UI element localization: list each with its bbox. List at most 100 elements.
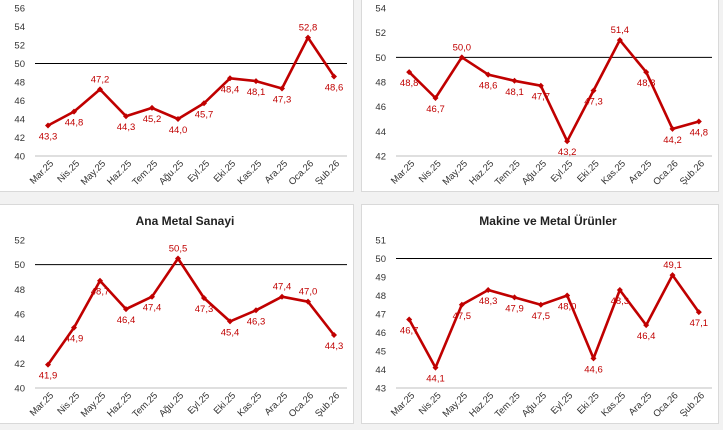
x-tick-label: Şub.26 [313,158,342,187]
data-label: 49,1 [663,260,682,271]
y-tick-label: 46 [375,328,386,339]
chart-panel-2: 42 44 46 48 50 52 54 Mar.25 Nis.25 May.25 Haz.25 Te… [361,0,719,192]
x-tick-label: Ara.25 [263,158,291,186]
x-tick-label: Ara.25 [263,390,291,418]
y-tick-label: 56 [14,4,25,15]
data-point [201,294,207,301]
series-line [408,273,700,369]
data-label: 44,9 [65,334,84,345]
data-point [590,355,597,362]
data-point [305,34,311,41]
x-tick-label: Eyl.25 [186,390,212,416]
x-tick-label: Mar.25 [389,158,417,186]
chart-2-svg: 42 44 46 48 50 52 54 Mar.25 Nis.25May.25Haz.25Te… [375,4,712,188]
data-point [511,77,518,84]
x-tick-label: Haz.25 [105,158,134,187]
y-tick-label: 40 [14,152,25,163]
data-point [616,37,623,44]
data-point [253,307,259,314]
x-tick-label: Nis.25 [417,390,444,417]
data-label: 46,7 [400,326,419,337]
x-tick-label: Oca.26 [651,390,680,419]
data-label: 44,8 [690,127,709,138]
chart-panel-3: Ana Metal Sanayi 40 42 44 46 48 50 52 Mar.25 Nis.… [0,204,354,424]
data-label: 47,5 [453,311,472,322]
data-label: 47,0 [299,287,318,298]
data-label: 46,3 [247,316,266,327]
data-label: 46,4 [117,315,136,326]
data-point [175,116,181,122]
data-point [305,298,311,305]
x-tick-label: Tem.25 [493,390,523,420]
series-line [47,36,336,127]
y-tick-label: 44 [375,127,386,138]
data-label: 45,2 [143,114,162,125]
data-point [695,309,702,316]
data-label: 43,2 [558,147,577,158]
data-label: 47,3 [273,94,292,105]
x-tick-label: Haz.25 [467,158,496,187]
x-tick-label: Eki.25 [212,390,238,416]
y-tick-label: 50 [375,254,386,265]
x-tick-label: Kas.25 [235,158,264,187]
data-label: 48,1 [505,87,524,98]
data-label: 43,3 [39,131,58,142]
x-tick-label: Tem.25 [130,390,160,420]
chart-panel-1: 40 42 44 46 48 50 52 54 56 Mar.25 Nis.25 May.25 Haz.… [0,0,354,192]
y-tick-label: 54 [375,4,386,15]
y-tick-label: 42 [14,133,25,144]
data-label: 41,9 [39,371,58,382]
data-point [458,301,465,308]
data-point [432,95,439,102]
data-label: 47,4 [273,282,292,293]
data-label: 48,0 [558,302,577,313]
y-tick-label: 46 [14,310,25,321]
x-tick-label: Ara.25 [627,390,655,418]
x-tick-label: Haz.25 [467,390,496,419]
data-point [406,316,413,323]
data-label: 48,6 [479,81,498,92]
x-tick-label: Oca.26 [287,390,316,419]
x-tick-label: Şub.26 [678,158,707,187]
data-label: 44,1 [426,374,445,385]
data-label: 50,5 [169,244,188,255]
x-tick-label: Nis.25 [417,158,444,185]
x-tick-label: May.25 [441,158,470,187]
data-label: 52,8 [299,23,318,34]
x-tick-label: Ağu.25 [520,390,549,419]
data-label: 47,9 [505,303,524,314]
x-tick-label: Mar.25 [28,390,56,418]
y-tick-label: 50 [14,260,25,271]
y-tick-label: 40 [14,384,25,395]
y-tick-label: 44 [14,334,25,345]
data-point [227,318,233,325]
x-tick-label: Kas.25 [599,158,628,187]
data-point [643,322,650,329]
data-point [279,293,285,300]
data-label: 48,3 [611,296,630,307]
chart-3-svg: Ana Metal Sanayi 40 42 44 46 48 50 52 Mar.25 Nis.… [14,214,347,420]
data-point [669,272,676,279]
data-label: 50,0 [453,42,472,53]
data-point [123,306,129,313]
chart-panel-4: Makine ve Metal Ürünler 43 44 45 46 47 48 49 50 5… [361,204,719,424]
data-label: 48,1 [247,87,266,98]
data-label: 47,4 [143,303,162,314]
x-tick-label: May.25 [79,158,108,187]
chart-title: Ana Metal Sanayi [136,214,235,228]
data-point [537,82,544,89]
data-point [45,122,51,129]
data-point [669,125,676,132]
x-tick-label: Ağu.25 [157,158,186,187]
y-tick-label: 50 [14,59,25,70]
x-tick-label: Nis.25 [55,158,82,185]
x-tick-label: Eki.25 [212,158,238,184]
x-tick-label: Eki.25 [575,390,601,416]
x-tick-label: Mar.25 [28,158,56,186]
x-tick-label: Ara.25 [627,158,655,186]
y-tick-label: 46 [14,96,25,107]
chart-1-svg: 40 42 44 46 48 50 52 54 56 Mar.25 Nis.25May.25Haz.… [14,4,347,188]
data-label: 47,5 [532,311,551,322]
data-point [227,75,233,82]
x-tick-label: Mar.25 [389,390,417,418]
